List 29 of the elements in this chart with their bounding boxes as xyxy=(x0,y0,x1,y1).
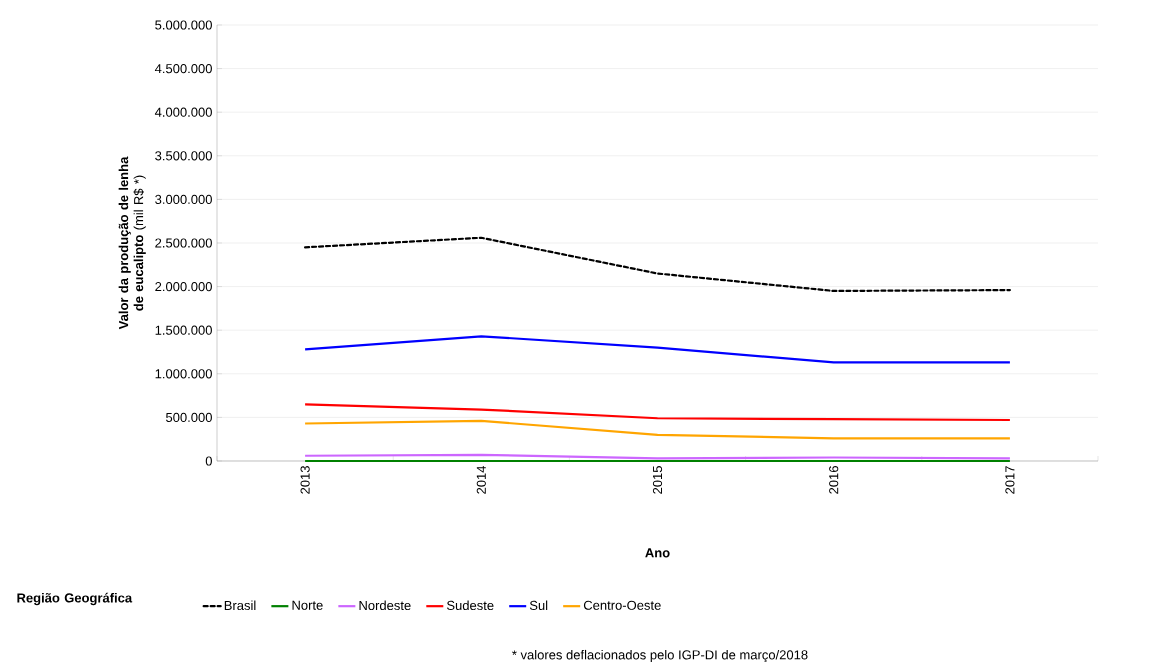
x-tick-label: 2017 xyxy=(1005,466,1015,494)
x-tick-label: 2014 xyxy=(476,465,486,494)
y-tick-label: 1.500.000 xyxy=(155,325,212,335)
y-tick-label: 4.500.000 xyxy=(154,63,212,74)
line-series xyxy=(304,335,1011,364)
y-tick-label: 3.500.000 xyxy=(155,151,212,161)
legend-label: Centro-Oeste xyxy=(583,600,661,610)
x-tick-label: 2015 xyxy=(652,466,663,494)
legend-label: Sul xyxy=(529,600,548,611)
legend-label: Sudeste xyxy=(446,600,494,611)
y-tick-label: 4.000.000 xyxy=(154,107,212,117)
x-tick-label: 2016 xyxy=(829,466,839,494)
y-tick-label: 2.500.000 xyxy=(155,238,212,248)
legend-title: Região Geográfica xyxy=(17,592,133,606)
x-axis-title: Ano xyxy=(645,548,670,558)
line-series xyxy=(304,236,1011,293)
line-series xyxy=(304,403,1011,422)
x-tick-label: 2013 xyxy=(300,466,310,494)
y-tick-label: 3.000.000 xyxy=(155,194,212,204)
y-tick-label: 5.000.000 xyxy=(155,20,212,30)
y-tick-label: 2.000.000 xyxy=(155,281,212,292)
legend-label: Norte xyxy=(292,600,323,610)
legend-label: Brasil xyxy=(224,600,256,611)
legend-label: Nordeste xyxy=(359,600,411,611)
text: * valores deflacionados pelo IGP-DI de março/2018 xyxy=(512,649,808,663)
y-tick-label: 0 xyxy=(205,456,212,466)
y-tick-label: 500.000 xyxy=(166,412,212,422)
y-tick-label: 1.000.000 xyxy=(155,369,212,379)
line-series xyxy=(304,419,1011,440)
